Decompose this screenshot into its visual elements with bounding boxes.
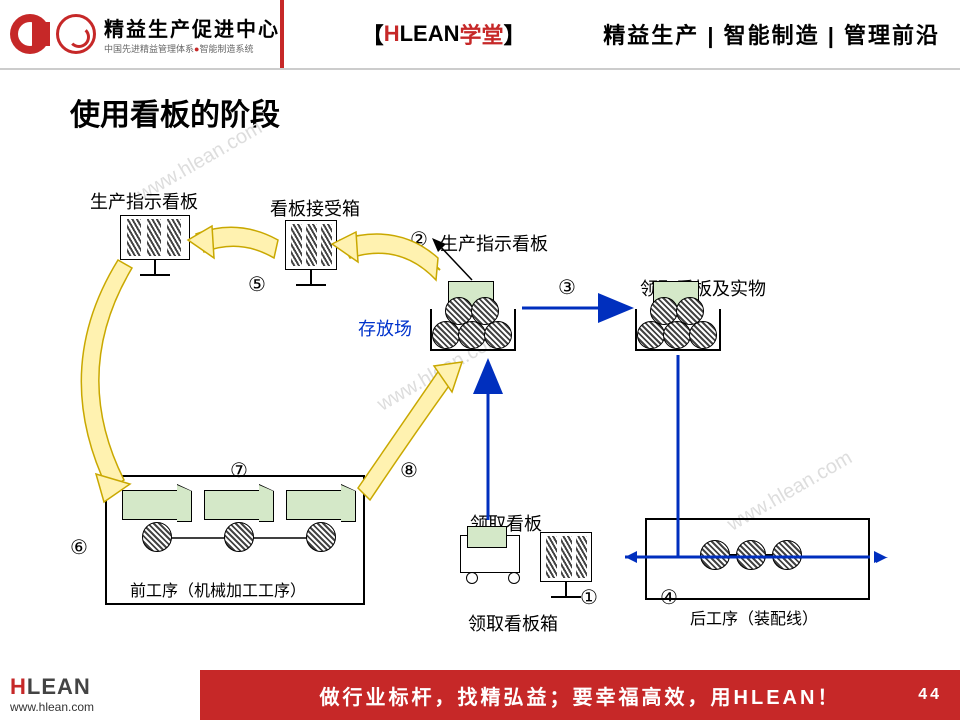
pickup-bin xyxy=(635,285,721,351)
logo-c-icon xyxy=(10,14,50,54)
step-6: ⑥ xyxy=(70,535,88,560)
header-tagline: 精益生产 | 智能制造 | 管理前沿 xyxy=(603,18,960,50)
label-prod-kanban-1: 生产指示看板 xyxy=(90,188,198,214)
step-5: ⑤ xyxy=(248,272,266,297)
main: 使用看板的阶段 www.hlean.com www.hlean.com www.… xyxy=(0,70,960,670)
diagram-canvas: www.hlean.com www.hlean.com www.hlean.co… xyxy=(0,140,960,670)
kanban-stand-pickup xyxy=(540,532,592,598)
step-2: ② xyxy=(410,227,428,252)
footer-url: www.hlean.com xyxy=(10,700,190,714)
kanban-stand-receive xyxy=(285,220,337,286)
label-post-process: 后工序（装配线） xyxy=(690,605,818,629)
page-number: 44 xyxy=(918,686,942,704)
footer-bar: 做行业标杆，找精弘益；要幸福高效，用HLEAN！ 44 xyxy=(200,670,960,720)
header-brand: 【HLEAN学堂】 xyxy=(284,18,603,50)
label-storage: 存放场 xyxy=(358,315,412,341)
machine-station-3 xyxy=(282,490,360,552)
step-3: ③ xyxy=(558,275,576,300)
header: 精益生产促进中心 中国先进精益管理体系●智能制造系统 【HLEAN学堂】 精益生… xyxy=(0,0,960,68)
label-receive-box: 看板接受箱 xyxy=(270,195,360,221)
machine-station-2 xyxy=(200,490,278,552)
logo-swirl-icon xyxy=(56,14,96,54)
label-pre-process: 前工序（机械加工工序） xyxy=(130,577,306,601)
footer-left: HLEAN www.hlean.com xyxy=(0,670,200,720)
kanban-stand-production xyxy=(120,215,190,276)
step-8: ⑧ xyxy=(400,458,418,483)
footer-logo: HLEAN xyxy=(10,674,190,700)
assembly-line xyxy=(700,540,802,570)
footer: HLEAN www.hlean.com 做行业标杆，找精弘益；要幸福高效，用HL… xyxy=(0,670,960,720)
page-title: 使用看板的阶段 xyxy=(70,90,280,134)
logo-main: 精益生产促进中心 xyxy=(104,13,280,42)
footer-slogan: 做行业标杆，找精弘益；要幸福高效，用HLEAN！ xyxy=(320,681,841,710)
logo-area: 精益生产促进中心 中国先进精益管理体系●智能制造系统 xyxy=(0,0,280,68)
label-pickup-box: 领取看板箱 xyxy=(468,610,558,636)
label-prod-kanban-2: 生产指示看板 xyxy=(440,230,548,256)
pickup-cart xyxy=(460,535,526,584)
logo-sub: 中国先进精益管理体系●智能制造系统 xyxy=(104,42,280,55)
storage-bin xyxy=(430,285,516,351)
logo-text: 精益生产促进中心 中国先进精益管理体系●智能制造系统 xyxy=(104,13,280,55)
machine-station-1 xyxy=(118,490,196,552)
